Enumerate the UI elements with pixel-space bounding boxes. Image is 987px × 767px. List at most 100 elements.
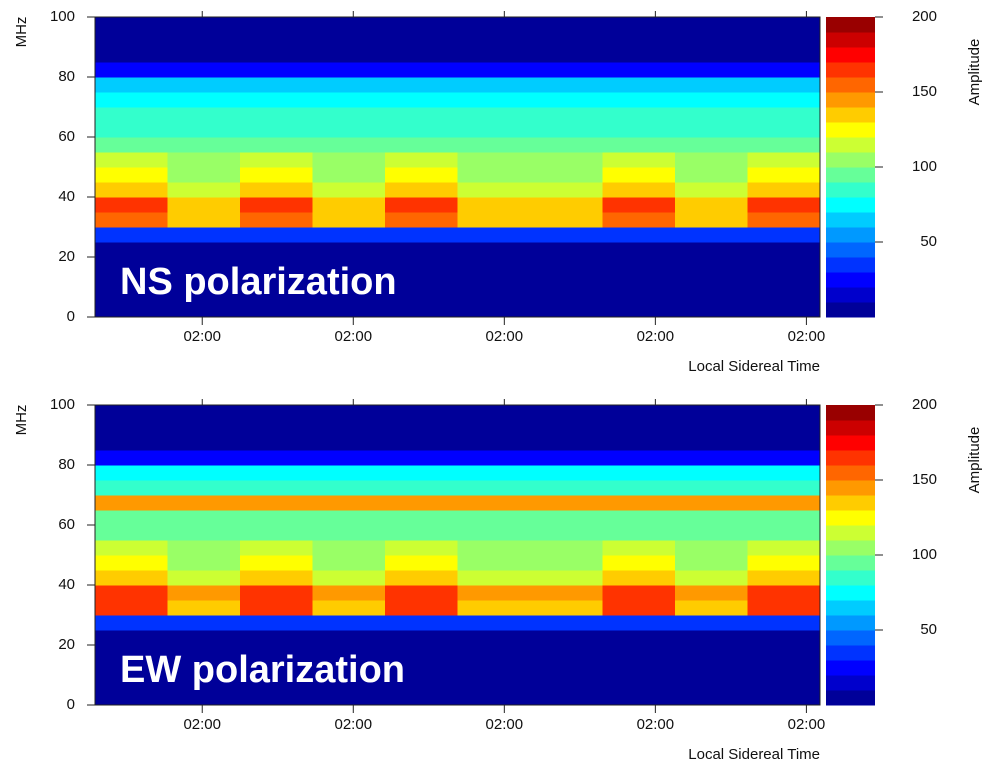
heat-cell <box>457 197 531 213</box>
colorbar-swatch <box>826 302 875 318</box>
colorbar-swatch <box>826 92 875 108</box>
heat-cell <box>385 227 458 243</box>
heat-cell <box>457 420 531 436</box>
heat-cell <box>312 420 386 436</box>
heat-cell <box>530 510 603 526</box>
heat-cell <box>675 287 748 303</box>
heat-cell <box>240 47 313 63</box>
heat-cell <box>385 167 458 183</box>
heat-cell <box>747 555 821 571</box>
heat-cell <box>602 660 676 676</box>
heat-cell <box>385 615 458 631</box>
heat-cell <box>167 17 241 33</box>
heat-cell <box>602 62 676 78</box>
heat-cell <box>457 137 531 153</box>
heat-cell <box>457 495 531 511</box>
colorbar-swatch <box>826 675 875 691</box>
heat-cell <box>95 47 168 63</box>
heat-cell <box>747 615 821 631</box>
heat-cell <box>240 630 313 646</box>
heat-cell <box>167 227 241 243</box>
heat-cell <box>530 525 603 541</box>
colorbar-swatch <box>826 540 875 556</box>
colorbar-tick-label: 150 <box>912 471 937 488</box>
heat-cell <box>385 242 458 258</box>
heat-cell <box>240 92 313 108</box>
heat-cell <box>167 212 241 228</box>
heat-cell <box>747 480 821 496</box>
heat-cell <box>385 197 458 213</box>
heat-cell <box>312 227 386 243</box>
heat-cell <box>457 660 531 676</box>
heat-cell <box>530 645 603 661</box>
heat-cell <box>747 510 821 526</box>
heat-cell <box>602 152 676 168</box>
heat-cell <box>240 287 313 303</box>
colorbar-swatch <box>826 630 875 646</box>
x-axis-label: Local Sidereal Time <box>688 746 820 763</box>
heat-cell <box>602 302 676 318</box>
heat-cell <box>95 465 168 481</box>
heat-cell <box>602 92 676 108</box>
heat-cell <box>167 630 241 646</box>
heat-cell <box>530 107 603 123</box>
heat-cell <box>457 227 531 243</box>
heat-cell <box>457 152 531 168</box>
heat-cell <box>602 182 676 198</box>
heat-cell <box>530 92 603 108</box>
heat-cell <box>240 167 313 183</box>
heat-cell <box>457 182 531 198</box>
heat-cell <box>602 600 676 616</box>
heat-cell <box>457 585 531 601</box>
heat-cell <box>240 510 313 526</box>
heat-cell <box>385 540 458 556</box>
heat-cell <box>602 570 676 586</box>
heat-cell <box>457 600 531 616</box>
heat-cell <box>240 182 313 198</box>
heat-cell <box>95 137 168 153</box>
heat-cell <box>530 62 603 78</box>
colorbar-swatch <box>826 122 875 138</box>
heat-cell <box>675 690 748 706</box>
heat-cell <box>675 77 748 93</box>
heat-cell <box>95 32 168 48</box>
colorbar-swatch <box>826 510 875 526</box>
y-tick-label: 0 <box>67 696 75 713</box>
colorbar-label: Amplitude <box>966 427 983 494</box>
heat-cell <box>240 660 313 676</box>
heat-cell <box>530 585 603 601</box>
heat-cell <box>602 495 676 511</box>
heat-cell <box>457 555 531 571</box>
colorbar-swatch <box>826 435 875 451</box>
heat-cell <box>530 660 603 676</box>
heat-cell <box>675 675 748 691</box>
heat-cell <box>385 465 458 481</box>
heat-cell <box>747 405 821 421</box>
heat-cell <box>385 480 458 496</box>
heat-cell <box>95 495 168 511</box>
heat-cell <box>167 242 241 258</box>
heat-cell <box>95 302 168 318</box>
heat-cell <box>167 510 241 526</box>
heat-cell <box>312 480 386 496</box>
heat-cell <box>167 420 241 436</box>
colorbar-label: Amplitude <box>966 39 983 106</box>
heat-cell <box>240 17 313 33</box>
heat-cell <box>240 77 313 93</box>
heat-cell <box>95 480 168 496</box>
heat-cell <box>95 555 168 571</box>
heat-cell <box>385 302 458 318</box>
heat-cell <box>167 287 241 303</box>
heat-cell <box>747 435 821 451</box>
annotation: NS polarization <box>120 261 397 303</box>
heat-cell <box>167 450 241 466</box>
heat-cell <box>385 47 458 63</box>
heat-cell <box>95 77 168 93</box>
heat-cell <box>385 690 458 706</box>
heat-cell <box>385 107 458 123</box>
heat-cell <box>747 690 821 706</box>
heat-cell <box>602 450 676 466</box>
heat-cell <box>240 690 313 706</box>
heat-cell <box>530 570 603 586</box>
